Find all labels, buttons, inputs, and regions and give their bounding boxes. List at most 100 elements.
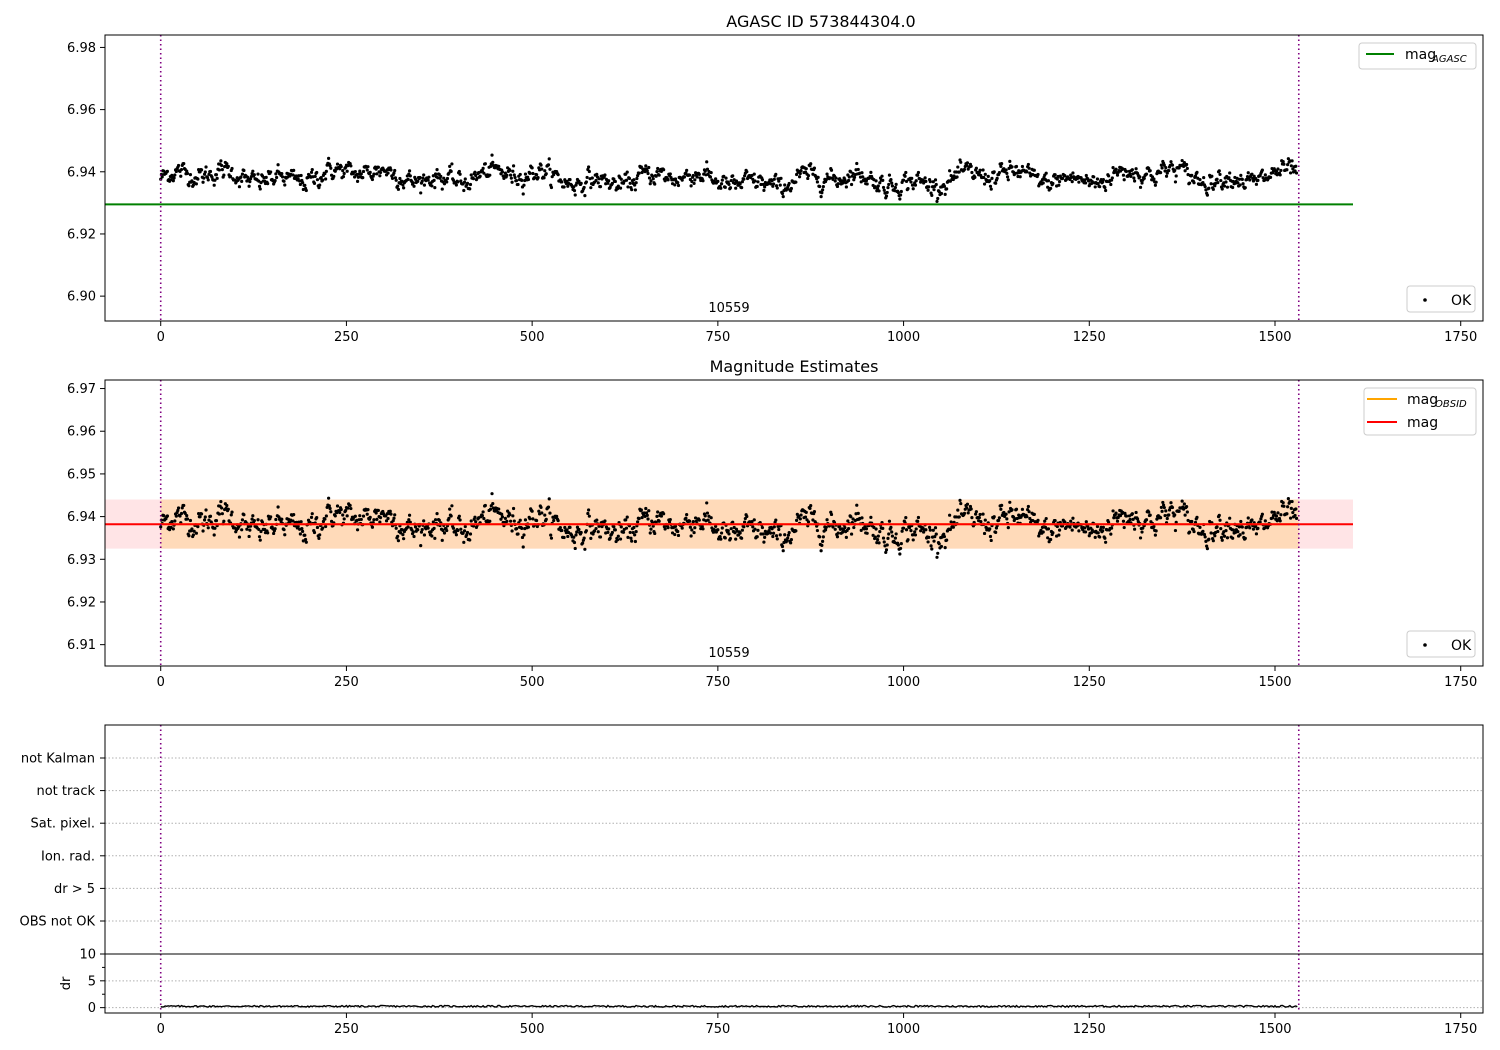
data-point bbox=[1071, 516, 1075, 520]
data-point bbox=[852, 175, 857, 179]
data-point bbox=[508, 168, 512, 172]
data-point bbox=[240, 528, 244, 532]
data-point bbox=[292, 168, 296, 172]
data-point bbox=[1276, 511, 1280, 515]
chart-title: Magnitude Estimates bbox=[710, 357, 879, 376]
data-point bbox=[959, 160, 963, 164]
data-point bbox=[1109, 532, 1113, 536]
data-point bbox=[1154, 529, 1158, 533]
data-point bbox=[1192, 529, 1196, 534]
data-point bbox=[1154, 180, 1158, 184]
data-point bbox=[684, 516, 688, 520]
x-tick-label: 0 bbox=[157, 330, 165, 345]
data-point bbox=[1104, 540, 1108, 544]
data-point bbox=[663, 179, 667, 183]
data-point bbox=[630, 188, 634, 192]
data-point bbox=[344, 508, 348, 513]
data-point bbox=[1164, 166, 1168, 170]
data-point bbox=[159, 525, 163, 529]
data-point bbox=[719, 182, 724, 186]
data-point bbox=[951, 525, 955, 529]
data-point bbox=[650, 174, 655, 178]
data-point bbox=[1289, 164, 1293, 168]
data-point bbox=[806, 176, 810, 181]
data-point bbox=[1057, 528, 1062, 532]
data-point bbox=[1121, 173, 1126, 177]
data-point bbox=[276, 505, 280, 509]
data-point bbox=[978, 512, 982, 517]
data-point bbox=[497, 507, 501, 511]
data-point bbox=[372, 518, 376, 522]
data-point bbox=[1077, 529, 1081, 533]
data-point bbox=[709, 516, 713, 520]
data-point bbox=[187, 534, 191, 538]
data-point bbox=[618, 186, 623, 190]
data-point bbox=[1161, 503, 1166, 507]
data-point bbox=[327, 504, 331, 508]
data-point bbox=[825, 518, 829, 522]
data-point bbox=[542, 176, 546, 180]
data-point bbox=[1055, 177, 1059, 181]
data-point bbox=[738, 531, 742, 535]
data-point bbox=[174, 169, 178, 174]
data-point bbox=[483, 503, 487, 508]
data-point bbox=[821, 188, 825, 192]
data-point bbox=[1177, 509, 1181, 513]
data-point bbox=[1240, 177, 1244, 182]
data-point bbox=[655, 514, 659, 518]
data-point bbox=[1218, 172, 1222, 177]
data-point bbox=[1180, 499, 1184, 503]
y-tick-label: 6.93 bbox=[67, 553, 96, 568]
plot-frame bbox=[104, 379, 1484, 667]
data-point bbox=[627, 176, 632, 181]
x-tick-label: 250 bbox=[334, 1022, 359, 1037]
data-point bbox=[745, 514, 749, 519]
data-point bbox=[318, 533, 322, 537]
data-point bbox=[1005, 517, 1009, 521]
data-point bbox=[983, 518, 987, 522]
data-point bbox=[812, 509, 817, 514]
data-point bbox=[202, 176, 206, 180]
data-point bbox=[608, 536, 612, 540]
data-point bbox=[615, 538, 620, 542]
data-point bbox=[321, 526, 325, 530]
data-point bbox=[804, 167, 808, 171]
data-point bbox=[815, 528, 820, 533]
data-point bbox=[797, 175, 802, 179]
data-point bbox=[462, 540, 466, 544]
data-point bbox=[1051, 531, 1055, 535]
plot-frame bbox=[104, 724, 1484, 955]
data-point bbox=[763, 535, 767, 539]
data-point bbox=[329, 510, 333, 514]
data-point bbox=[729, 178, 733, 183]
data-point bbox=[884, 194, 889, 198]
data-point bbox=[657, 173, 661, 177]
data-point bbox=[689, 534, 693, 538]
data-point bbox=[890, 530, 894, 534]
data-point bbox=[454, 530, 458, 534]
data-point bbox=[1215, 177, 1219, 181]
data-point bbox=[572, 185, 576, 189]
data-point bbox=[204, 165, 208, 169]
data-point bbox=[228, 174, 233, 179]
data-point bbox=[355, 179, 360, 184]
data-point bbox=[1202, 175, 1206, 180]
data-point bbox=[1251, 527, 1256, 531]
data-point bbox=[936, 551, 940, 555]
data-point bbox=[500, 170, 505, 174]
data-point bbox=[1173, 168, 1177, 173]
data-point bbox=[1057, 533, 1061, 537]
data-point bbox=[575, 525, 580, 529]
data-point bbox=[393, 168, 397, 173]
data-point bbox=[906, 538, 910, 542]
data-point bbox=[398, 176, 402, 181]
data-point bbox=[1025, 170, 1029, 174]
data-point bbox=[639, 508, 643, 512]
data-point bbox=[1250, 518, 1254, 522]
data-point bbox=[451, 526, 455, 530]
data-point bbox=[514, 178, 519, 183]
data-point bbox=[442, 531, 447, 535]
data-point bbox=[1256, 178, 1260, 182]
data-point bbox=[280, 517, 284, 521]
data-point bbox=[540, 167, 544, 171]
